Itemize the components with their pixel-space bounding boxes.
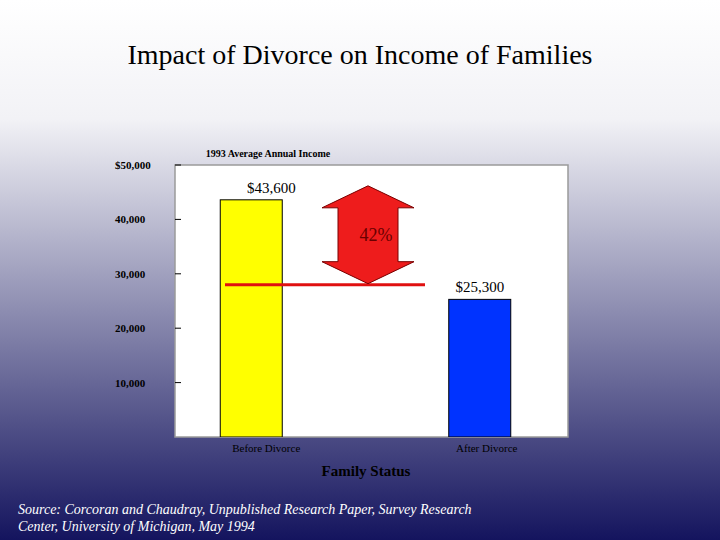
bar	[220, 200, 282, 437]
y-tick	[175, 219, 181, 220]
y-tick-label: $50,000	[115, 159, 151, 171]
arrow	[322, 186, 414, 284]
bar	[449, 299, 511, 437]
y-tick	[175, 165, 181, 166]
title: Impact of Divorce on Income of Families	[128, 39, 593, 70]
x-tick-label: Before Divorce	[232, 442, 300, 454]
data-label: $25,300	[455, 279, 504, 295]
y-tick-label: 30,000	[115, 268, 146, 280]
marks	[220, 200, 511, 437]
background	[0, 0, 720, 540]
source: Source: Corcoran and Chaudray, Unpublish…	[18, 501, 498, 535]
y-tick	[175, 273, 181, 274]
subtitle: 1993 Average Annual Income	[206, 148, 331, 159]
plot-frame	[175, 165, 568, 437]
annotation: 42%	[360, 225, 393, 245]
y-tick-label: 20,000	[115, 322, 146, 334]
y-tick-label: 40,000	[115, 213, 146, 225]
data-label: $43,600	[247, 180, 296, 196]
x-axis-label: Family Status	[322, 463, 411, 479]
x-tick-label: After Divorce	[456, 442, 518, 454]
reference-line	[225, 283, 425, 286]
y-tick-label: 10,000	[115, 377, 146, 389]
y-tick	[175, 328, 181, 329]
y-tick	[175, 382, 181, 383]
chart: Impact of Divorce on Income of Families 1…	[0, 0, 720, 540]
